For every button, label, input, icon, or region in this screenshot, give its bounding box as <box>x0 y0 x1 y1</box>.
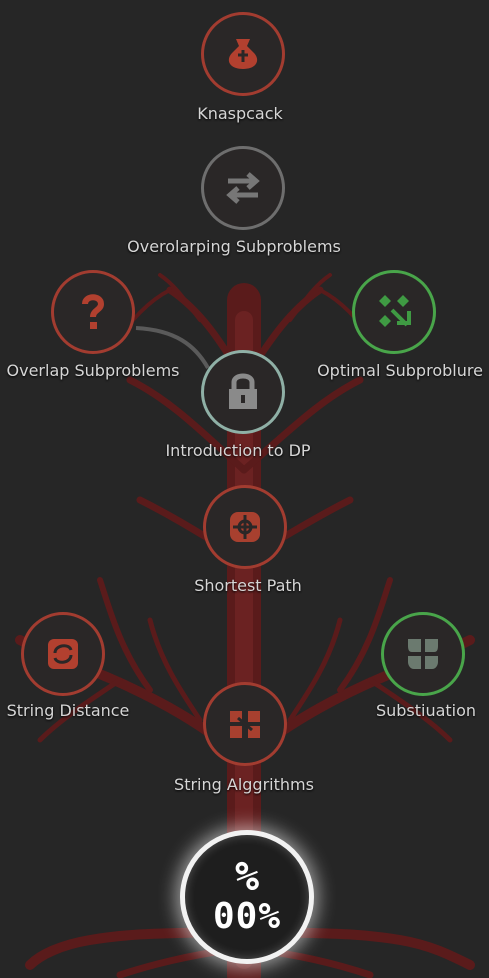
node-substitution[interactable] <box>381 612 465 696</box>
four-leaf-icon <box>408 639 438 669</box>
node-overlap-subproblems[interactable] <box>51 270 135 354</box>
node-knapsack[interactable] <box>201 12 285 96</box>
node-shortest-path[interactable] <box>203 485 287 569</box>
node-string-distance[interactable] <box>21 612 105 696</box>
progress-circle[interactable]: % 00% <box>180 830 314 964</box>
node-substitution-label: Substiuation <box>375 701 477 720</box>
swap-arrows-icon <box>226 172 260 204</box>
node-introduction-to-dp[interactable] <box>201 350 285 434</box>
node-overlapping-subproblems[interactable] <box>201 146 285 230</box>
progress-value: 00% <box>212 896 282 937</box>
diamond-arrows-icon <box>379 295 411 327</box>
node-string-algorithms[interactable] <box>203 682 287 766</box>
node-overlapping-subproblems-label: Overolarping Subproblems <box>127 237 341 256</box>
node-overlap-subproblems-label: Overlap Subproblems <box>6 361 180 380</box>
padlock-icon <box>229 373 257 409</box>
puzzle-icon <box>230 711 260 738</box>
compass-icon <box>230 512 260 542</box>
sack-icon <box>228 39 258 69</box>
node-shortest-path-label: Shortest Path <box>194 576 302 595</box>
cycle-icon <box>48 639 78 669</box>
percent-symbol: % <box>234 854 260 900</box>
node-optimal-substructure[interactable] <box>352 270 436 354</box>
node-string-distance-label: String Distance <box>6 701 130 720</box>
node-optimal-substructure-label: Optimal Subproblure <box>317 361 483 380</box>
node-knapsack-label: Knaspcack <box>197 104 283 123</box>
node-introduction-to-dp-label: Introduction to DP <box>165 441 311 460</box>
question-mark-icon <box>82 294 105 329</box>
node-string-algorithms-label: String Alggrithms <box>174 775 314 794</box>
